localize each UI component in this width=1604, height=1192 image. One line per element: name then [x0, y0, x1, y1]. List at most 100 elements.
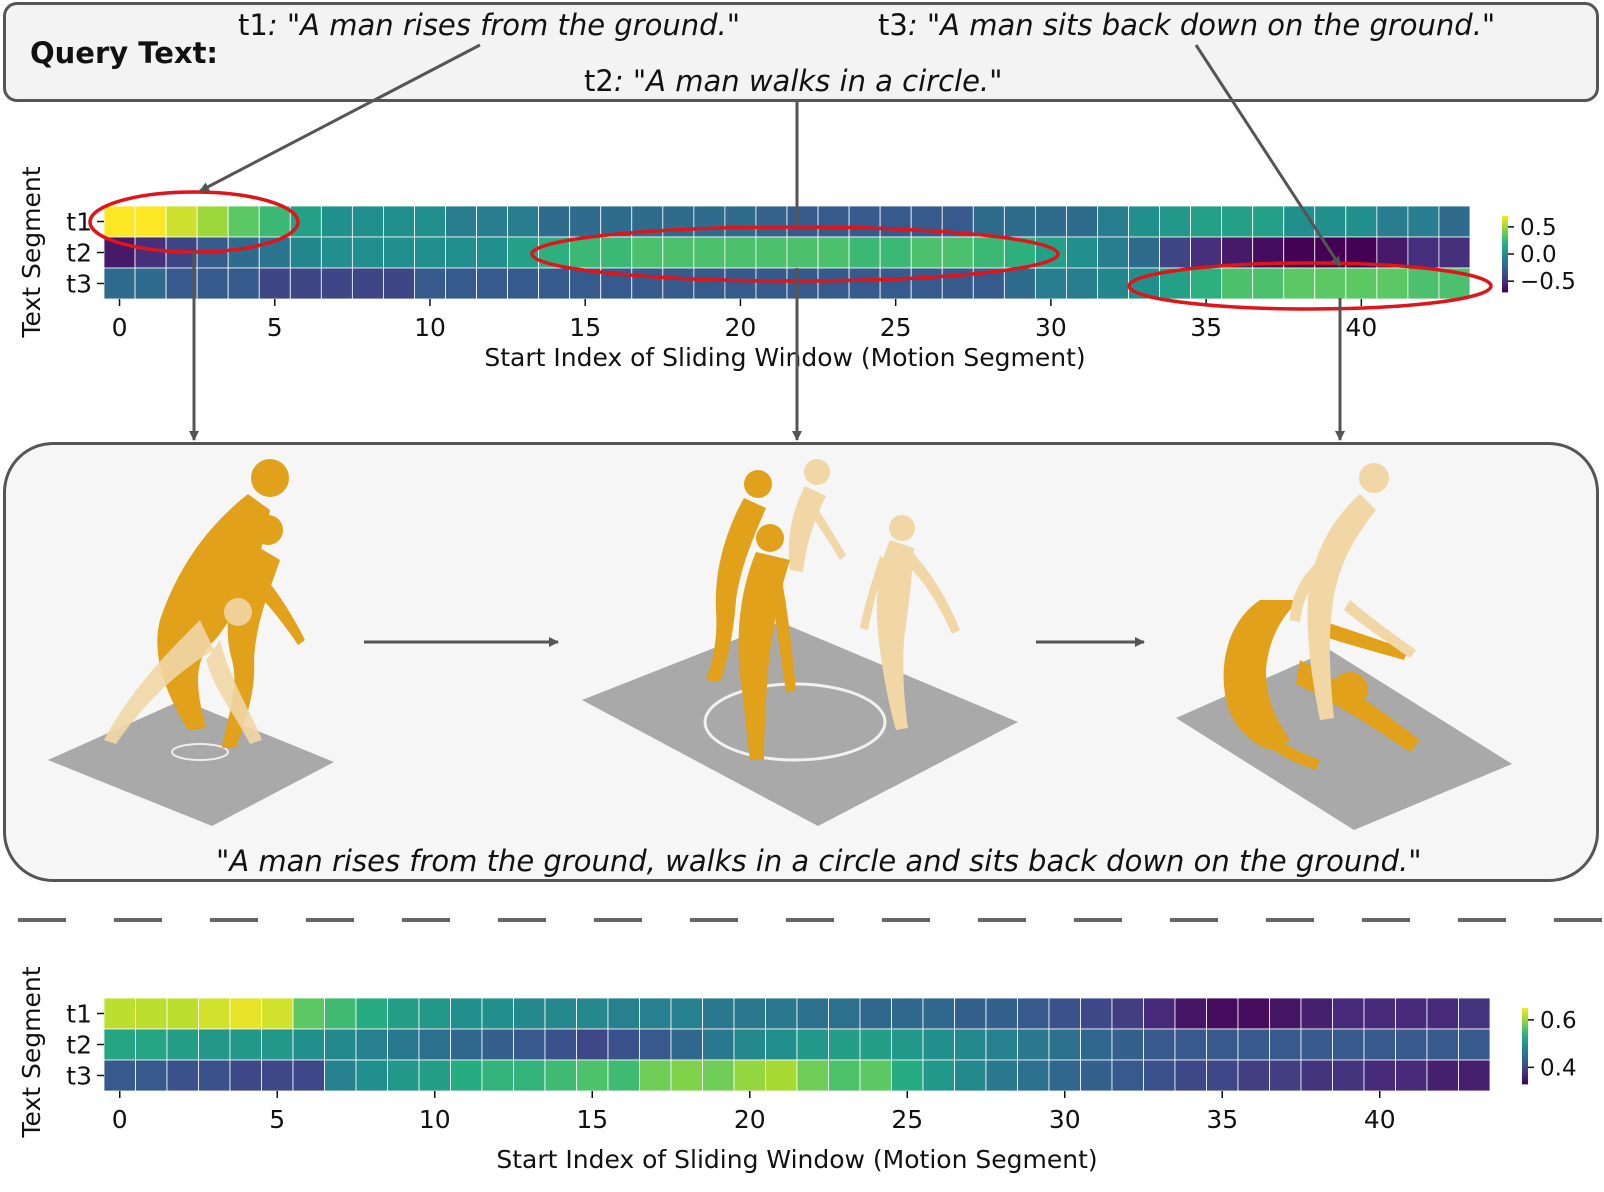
heatmap-2-cell-t1-42 — [1426, 997, 1459, 1030]
heatmap-1-cell-t3-2 — [165, 267, 198, 300]
colorbar-segment — [1522, 1021, 1528, 1024]
colorbar-segment — [1522, 1082, 1528, 1085]
heatmap-1-cell-t3-29 — [1003, 267, 1036, 300]
colorbar-tick-label: −0.5 — [1520, 269, 1576, 295]
x-tick-label-5: 5 — [267, 313, 283, 342]
x-tick-label-20: 20 — [734, 1105, 766, 1134]
heatmap-1-cell-t1-7 — [320, 205, 353, 238]
heatmap-2-cell-t3-3 — [198, 1059, 231, 1092]
colorbar-tick-label: 0.5 — [1520, 215, 1557, 241]
heatmap-1-cell-t1-42 — [1407, 205, 1440, 238]
colorbar-segment — [1502, 265, 1508, 268]
heatmap-2-cell-t1-3 — [198, 997, 231, 1030]
heatmap-2-cell-t3-10 — [418, 1059, 451, 1092]
heatmap-2-colorbar: 0.6 0.4 — [1522, 1008, 1577, 1085]
y-tick-label-t2: t2 — [66, 1031, 92, 1060]
heatmap-1-cell-t3-25 — [879, 267, 912, 300]
x-tick-label-35: 35 — [1206, 1105, 1238, 1134]
floor-plate-2 — [582, 622, 1018, 826]
figure-rise-dark — [157, 459, 305, 748]
colorbar-segment — [1502, 257, 1508, 261]
colorbar-segment — [1522, 1065, 1528, 1068]
x-tick-label-25: 25 — [891, 1105, 923, 1134]
heatmap-2-cell-t2-24 — [859, 1028, 892, 1061]
query-t2-sep: : — [613, 64, 633, 98]
heatmap-1-cell-t1-0 — [103, 205, 136, 238]
heatmap-2-cell-t1-10 — [418, 997, 451, 1030]
heatmap-2-cell-t3-1 — [135, 1059, 168, 1092]
figure-sit-light — [1290, 463, 1416, 720]
colorbar-segment — [1522, 1038, 1528, 1041]
section-divider — [18, 918, 1604, 922]
heatmap-2-cell-t3-17 — [639, 1059, 672, 1092]
colorbar-segment — [1502, 235, 1508, 238]
heatmap-2-cell-t2-29 — [1017, 1028, 1050, 1061]
heatmap-1-cell-t1-15 — [569, 205, 602, 238]
heatmap-1-cell-t2-42 — [1407, 236, 1440, 269]
colorbar-segment — [1502, 273, 1508, 276]
heatmap-1-cell-t3-31 — [1066, 267, 1098, 300]
colorbar-segment — [1502, 231, 1508, 234]
heatmap-1-cell-t2-27 — [941, 236, 974, 269]
heatmap-2-cell-t3-42 — [1426, 1059, 1459, 1092]
x-tick-label-0: 0 — [112, 313, 128, 342]
heatmap-2-cell-t3-11 — [450, 1059, 483, 1092]
heatmap-1-cell-t2-32 — [1097, 236, 1129, 269]
colorbar-segment — [1522, 1076, 1528, 1079]
heatmap-2-cell-t3-12 — [481, 1059, 514, 1092]
heatmap-2-cell-t1-4 — [229, 997, 262, 1030]
heatmap-2-cell-t2-9 — [387, 1028, 420, 1061]
heatmap-2-cell-t3-22 — [796, 1059, 829, 1092]
heatmap-1-cell-t1-41 — [1376, 205, 1409, 238]
heatmap-2-cell-t1-26 — [922, 997, 955, 1030]
heatmap-1-cell-t3-41 — [1376, 267, 1409, 300]
heatmap-1-cell-t1-30 — [1034, 205, 1067, 238]
arrow-t1-to-heatmap — [199, 43, 481, 193]
heatmap-2-cell-t2-6 — [292, 1028, 325, 1061]
heatmap-2-cell-t2-12 — [481, 1028, 514, 1061]
heatmap-2-cell-t2-42 — [1426, 1028, 1459, 1061]
heatmap-1-cell-t1-4 — [227, 205, 260, 238]
heatmap-2-cell-t2-20 — [733, 1028, 766, 1061]
heatmap-2-cell-t1-0 — [103, 997, 136, 1030]
heatmap-2-cell-t2-13 — [513, 1028, 546, 1061]
heatmap-2-cell-t1-34 — [1174, 997, 1207, 1030]
heatmap-1-cell-t2-34 — [1159, 236, 1192, 269]
colorbar-segment — [1522, 1074, 1528, 1077]
colorbar-segment — [1502, 233, 1508, 236]
heatmap-1-cell-t2-23 — [817, 236, 850, 269]
heatmap-1-cell-t3-1 — [134, 267, 167, 300]
heatmap-2-cell-t1-25 — [891, 997, 924, 1030]
heatmap-2-cell-t2-34 — [1174, 1028, 1207, 1061]
heatmap-2-cell-t3-30 — [1048, 1059, 1081, 1092]
heatmap-2-cell-t3-31 — [1080, 1059, 1113, 1092]
heatmap-2-cell-t2-8 — [355, 1028, 388, 1061]
colorbar-segment — [1502, 223, 1508, 226]
x-tick-label-15: 15 — [576, 1105, 608, 1134]
heatmap-1-cell-t1-35 — [1190, 205, 1223, 238]
heatmap-1-colorbar: 0.50.0−0.5 — [1502, 215, 1576, 295]
heatmap-2-cell-t3-13 — [513, 1059, 546, 1092]
heatmap-1-cell-t2-43 — [1438, 236, 1471, 269]
heatmap-1-cell-t3-36 — [1221, 267, 1254, 300]
query-t1-text: "A man rises from the ground." — [286, 8, 741, 42]
colorbar-segment — [1502, 246, 1508, 249]
colorbar-segment — [1522, 1046, 1528, 1049]
colorbar-segment — [1522, 1051, 1528, 1054]
colorbar-segment — [1502, 248, 1508, 251]
heatmap-2-cell-t3-14 — [544, 1059, 577, 1092]
heatmap-2-cell-t3-38 — [1300, 1059, 1333, 1092]
x-tick-label-30: 30 — [1035, 313, 1067, 342]
x-tick-label-25: 25 — [880, 313, 912, 342]
colorbar-segment — [1502, 236, 1508, 240]
colorbar-segment — [1522, 1055, 1528, 1058]
heatmap-1-cell-t2-7 — [320, 236, 353, 269]
heatmap-2-cell-t3-2 — [166, 1059, 199, 1092]
colorbar-segment — [1502, 276, 1508, 280]
heatmap-2-cell-t3-29 — [1017, 1059, 1050, 1092]
query-t3: t3: "A man sits back down on the ground.… — [878, 8, 1495, 42]
heatmap-2-cell-t1-38 — [1300, 997, 1333, 1030]
heatmap-1-cell-t1-5 — [258, 205, 291, 238]
